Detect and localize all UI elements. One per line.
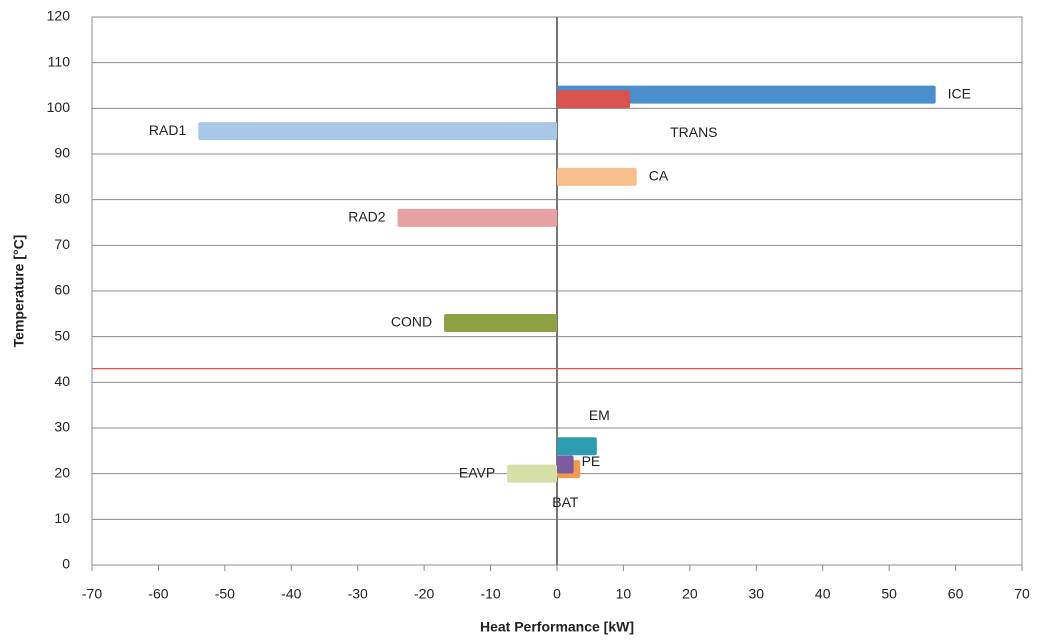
y-tick-label: 90 xyxy=(54,145,70,161)
y-tick-label: 100 xyxy=(47,99,71,115)
x-tick-label: -60 xyxy=(148,586,168,602)
y-tick-label: 120 xyxy=(47,8,71,24)
y-tick-label: 60 xyxy=(54,282,70,298)
bar-label: ICE xyxy=(948,85,971,101)
y-tick-label: 50 xyxy=(54,327,70,343)
x-tick-label: 0 xyxy=(553,586,561,602)
bar xyxy=(507,464,557,483)
bar xyxy=(557,85,936,104)
y-tick-label: 0 xyxy=(62,556,70,572)
bar-label: RAD1 xyxy=(149,122,187,138)
y-tick-label: 80 xyxy=(54,190,70,206)
y-tick-label: 40 xyxy=(54,373,70,389)
bar-label: BAT xyxy=(552,494,579,510)
bar xyxy=(397,208,557,227)
bar xyxy=(557,90,631,109)
y-tick-label: 110 xyxy=(48,53,71,69)
x-tick-label: 30 xyxy=(748,586,764,602)
x-tick-label: 40 xyxy=(815,586,831,602)
bar xyxy=(557,455,574,474)
x-axis-title: Heat Performance [kW] xyxy=(480,619,634,635)
y-tick-label: 30 xyxy=(54,419,70,435)
bar-label: COND xyxy=(391,314,432,330)
bar-label: PE xyxy=(582,453,601,469)
bar-label: EM xyxy=(589,407,610,423)
bar xyxy=(444,313,557,332)
x-tick-label: 60 xyxy=(948,586,964,602)
bar xyxy=(557,167,637,186)
x-tick-label: -30 xyxy=(348,586,368,602)
x-tick-label: -40 xyxy=(281,586,301,602)
x-tick-label: 50 xyxy=(881,586,897,602)
x-tick-label: 10 xyxy=(616,586,632,602)
bar-label: CA xyxy=(649,168,669,184)
x-tick-label: 20 xyxy=(682,586,698,602)
bar-label: TRANS xyxy=(670,124,717,140)
x-tick-label: -20 xyxy=(414,586,434,602)
bar xyxy=(557,437,597,456)
x-tick-label: -10 xyxy=(480,586,500,602)
y-tick-label: 70 xyxy=(54,236,70,252)
x-tick-label: -50 xyxy=(215,586,235,602)
x-tick-label: -70 xyxy=(82,586,102,602)
bar-label: RAD2 xyxy=(348,209,386,225)
bar-label: EAVP xyxy=(459,464,495,480)
y-tick-label: 20 xyxy=(54,464,70,480)
x-tick-label: 70 xyxy=(1014,586,1030,602)
y-tick-label: 10 xyxy=(54,510,70,526)
y-axis-title: Temperature [°C] xyxy=(11,235,27,348)
bar xyxy=(198,122,558,141)
